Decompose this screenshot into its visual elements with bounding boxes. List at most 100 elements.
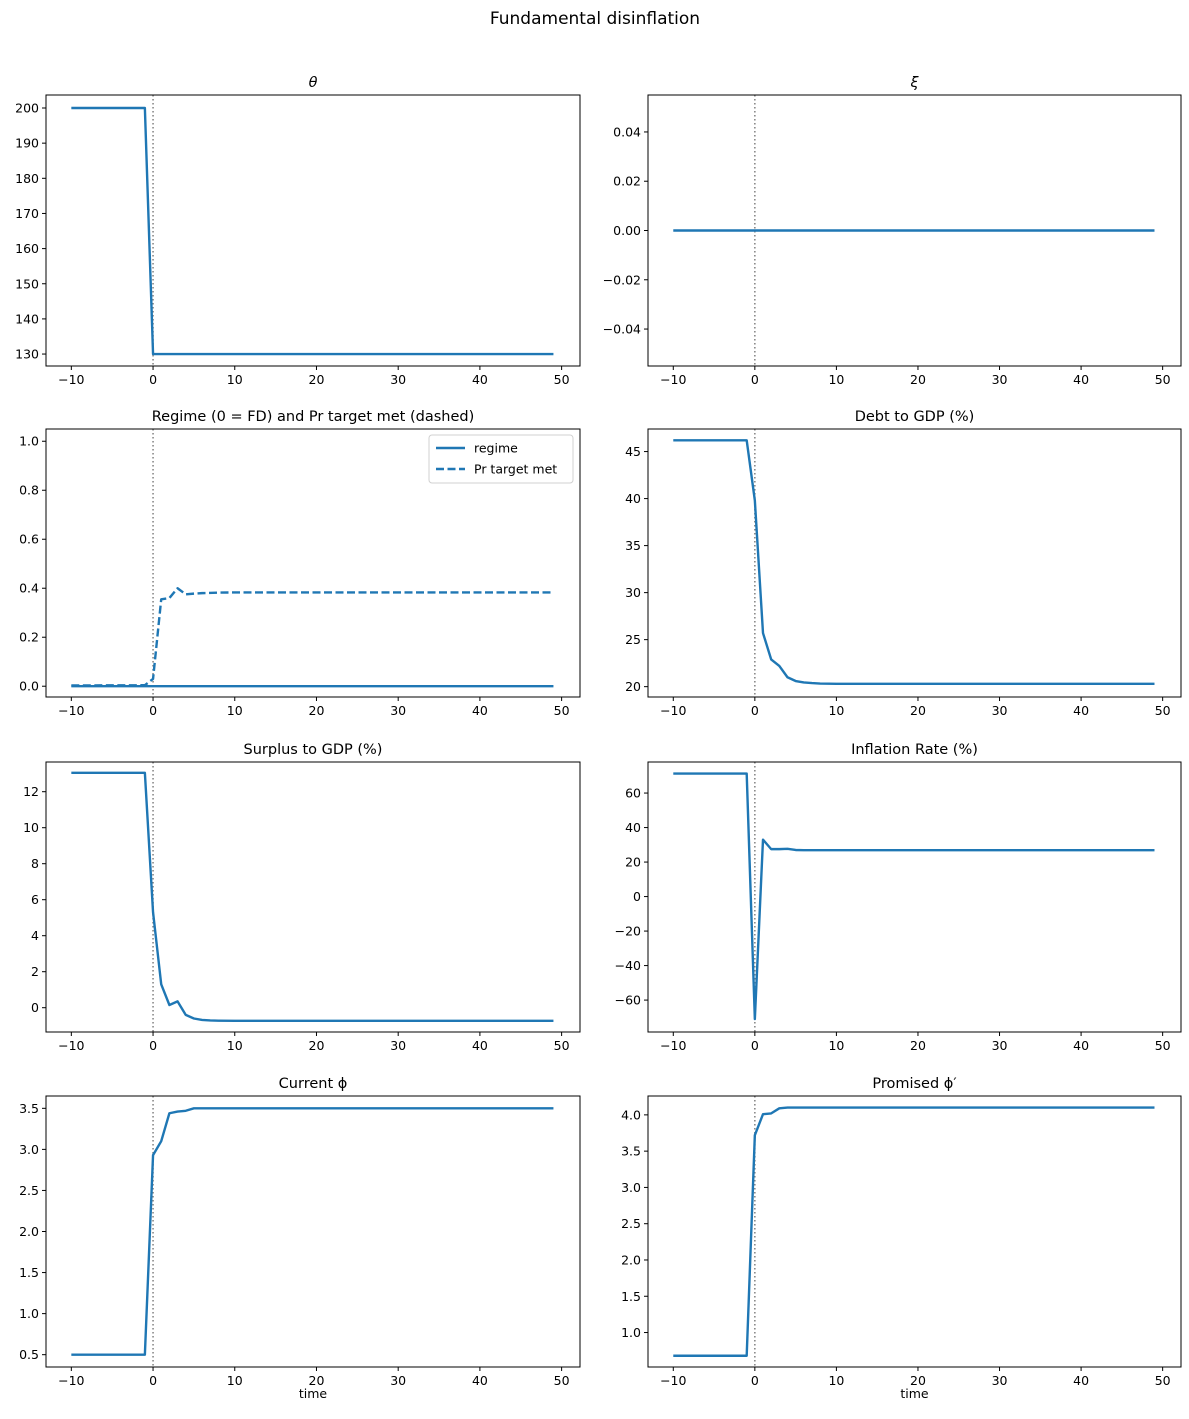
x-tick-label: 40 — [472, 1373, 488, 1388]
y-tick-label: 4.0 — [621, 1107, 641, 1122]
subplot-title: Regime (0 = FD) and Pr target met (dashe… — [152, 409, 475, 425]
subplot-surplus: Surplus to GDP (%) −10 0 10 20 30 40 50 0 2 4 6 8 10 1… — [23, 742, 581, 1053]
x-tick-label: −10 — [58, 1038, 84, 1053]
subplot-phi: Current ϕ −10 0 10 20 30 40 50 0.5 1.0 1.5 2.0 2.5 3.… — [19, 1076, 581, 1401]
x-tick-label: −10 — [660, 703, 686, 718]
subplot-xi: ξ −10 0 10 20 30 40 50 −0.04 −0.02 0.00 0.02 0.04 — [603, 75, 1182, 387]
x-tick-label: 10 — [227, 703, 243, 718]
y-tick-label: −20 — [615, 924, 641, 939]
x-tick-label: 20 — [910, 1038, 926, 1053]
y-tick-label: 1.0 — [19, 1306, 39, 1321]
y-tick-label: −60 — [615, 993, 641, 1008]
y-tick-label: 6 — [31, 892, 39, 907]
x-tick-label: 30 — [390, 703, 406, 718]
x-tick-label: 20 — [309, 1373, 325, 1388]
y-tick-label: 1.5 — [19, 1265, 39, 1280]
x-tick-label: 40 — [1073, 1038, 1089, 1053]
x-tick-label: −10 — [58, 703, 84, 718]
x-tick-label: 10 — [227, 1373, 243, 1388]
axes-frame — [45, 94, 581, 367]
x-tick-label: 0 — [751, 372, 759, 387]
y-tick-label: 45 — [625, 444, 641, 459]
y-tick-label: 190 — [15, 136, 39, 151]
y-tick-label: 12 — [23, 784, 39, 799]
subplot-title: Debt to GDP (%) — [855, 409, 975, 425]
y-tick-label: 170 — [15, 206, 39, 221]
y-tick-label: 0 — [633, 889, 641, 904]
subplot-title: Promised ϕ′ — [872, 1076, 956, 1092]
x-tick-label: −10 — [660, 372, 686, 387]
y-tick-label: 1.0 — [19, 434, 39, 449]
y-tick-label: 140 — [15, 311, 39, 326]
x-tick-label: 40 — [1073, 703, 1089, 718]
y-tick-label: 2.5 — [19, 1183, 39, 1198]
x-tick-label: −10 — [58, 372, 84, 387]
y-tick-label: 30 — [625, 585, 641, 600]
subplot-theta: θ −10 0 10 20 30 40 50 130 140 150 160 170 180 190 200 — [15, 75, 581, 387]
x-tick-label: 30 — [390, 1373, 406, 1388]
subplots-grid: θ−10 0 10 20 30 40 50130140150160170180190200ξ… — [15, 75, 1182, 1401]
series-line-debt-to-gdp — [673, 439, 1155, 686]
x-tick-label: 10 — [828, 703, 844, 718]
x-tick-label: 20 — [910, 703, 926, 718]
x-tick-label: 40 — [1073, 372, 1089, 387]
y-tick-label: 25 — [625, 632, 641, 647]
x-tick-label: 50 — [1155, 1038, 1171, 1053]
series-line-- — [71, 106, 554, 356]
x-tick-label: 30 — [390, 1038, 406, 1053]
y-tick-label: 1.0 — [621, 1325, 641, 1340]
x-tick-label: 50 — [554, 372, 570, 387]
y-tick-label: −40 — [615, 958, 641, 973]
x-tick-label: 50 — [1155, 372, 1171, 387]
subplot-title: Surplus to GDP (%) — [244, 742, 383, 758]
y-tick-label: 2 — [31, 964, 39, 979]
axes-frame — [45, 761, 581, 1033]
x-tick-label: 0 — [751, 1038, 759, 1053]
series-line-surplus-to-gdp — [71, 771, 554, 1023]
axes-frame — [647, 1095, 1182, 1368]
x-tick-label: 20 — [910, 372, 926, 387]
y-tick-label: 160 — [15, 241, 39, 256]
y-tick-label: 200 — [15, 101, 39, 116]
x-tick-label: 10 — [828, 1373, 844, 1388]
y-tick-label: 4 — [31, 928, 39, 943]
y-tick-label: 2.0 — [621, 1252, 641, 1267]
x-tick-label: 0 — [149, 372, 157, 387]
x-tick-label: 30 — [992, 1373, 1008, 1388]
y-tick-label: −0.02 — [603, 272, 641, 287]
y-tick-label: 2.5 — [621, 1216, 641, 1231]
x-tick-label: 20 — [309, 703, 325, 718]
subplot-title: Current ϕ — [279, 1076, 348, 1092]
legend: regime Pr target met — [428, 434, 574, 484]
subplot-phi_prime: Promised ϕ′ −10 0 10 20 30 40 50 1.0 1.5 2.0 2.5 3.0… — [621, 1076, 1182, 1401]
y-tick-label: 0 — [31, 1000, 39, 1015]
x-tick-label: −10 — [660, 1373, 686, 1388]
subplot-regime: Regime (0 = FD) and Pr target met (dashe… — [19, 409, 581, 718]
x-axis-label: time — [900, 1386, 929, 1401]
y-tick-label: 0.02 — [613, 174, 641, 189]
y-tick-label: 180 — [15, 171, 39, 186]
legend-label: Pr target met — [474, 462, 557, 477]
y-tick-label: 0.4 — [19, 581, 39, 596]
subplot-inflation: Inflation Rate (%) −10 0 10 20 30 40 50 −60 −40 −2… — [615, 742, 1182, 1053]
y-tick-label: 3.0 — [621, 1180, 641, 1195]
y-tick-label: 0.04 — [613, 124, 641, 139]
subplot-title: Inflation Rate (%) — [851, 742, 978, 758]
x-tick-label: −10 — [58, 1373, 84, 1388]
x-tick-label: 50 — [554, 1038, 570, 1053]
x-tick-label: 20 — [910, 1373, 926, 1388]
y-tick-label: 3.5 — [19, 1101, 39, 1116]
x-tick-label: 30 — [992, 1038, 1008, 1053]
legend-label: regime — [474, 441, 518, 456]
x-tick-label: 40 — [1073, 1373, 1089, 1388]
x-tick-label: −10 — [660, 1038, 686, 1053]
y-tick-label: 20 — [625, 855, 641, 870]
x-tick-label: 10 — [828, 1038, 844, 1053]
x-tick-label: 10 — [227, 372, 243, 387]
x-tick-label: 0 — [149, 1373, 157, 1388]
y-tick-label: 40 — [625, 820, 641, 835]
x-tick-label: 0 — [751, 703, 759, 718]
x-tick-label: 10 — [227, 1038, 243, 1053]
x-tick-label: 40 — [472, 703, 488, 718]
